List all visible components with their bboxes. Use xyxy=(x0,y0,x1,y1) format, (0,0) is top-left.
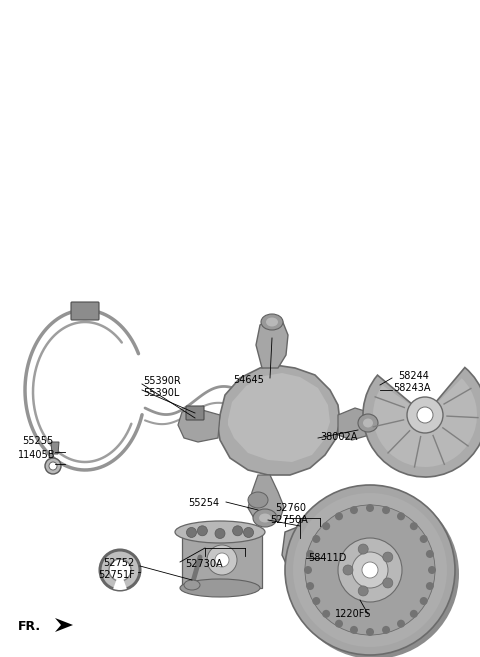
Circle shape xyxy=(366,504,374,512)
Circle shape xyxy=(407,397,443,433)
Text: 55390L: 55390L xyxy=(143,388,180,398)
Circle shape xyxy=(197,526,207,536)
Polygon shape xyxy=(55,618,73,632)
Circle shape xyxy=(343,565,353,575)
Text: 55390R: 55390R xyxy=(143,376,181,386)
Polygon shape xyxy=(248,475,284,524)
Polygon shape xyxy=(178,408,220,442)
Circle shape xyxy=(293,493,447,647)
Polygon shape xyxy=(51,442,59,454)
Text: 1220FS: 1220FS xyxy=(335,609,372,619)
Circle shape xyxy=(109,559,131,581)
Circle shape xyxy=(338,538,402,602)
Circle shape xyxy=(366,628,374,636)
Circle shape xyxy=(207,545,237,575)
Polygon shape xyxy=(228,373,330,462)
Circle shape xyxy=(100,550,140,590)
Circle shape xyxy=(215,528,225,539)
Circle shape xyxy=(352,552,388,588)
Text: FR.: FR. xyxy=(18,620,41,633)
Circle shape xyxy=(49,462,57,470)
Text: 52750A: 52750A xyxy=(270,515,308,525)
Text: 55255: 55255 xyxy=(22,436,53,446)
Circle shape xyxy=(420,535,428,543)
Circle shape xyxy=(322,610,330,618)
Circle shape xyxy=(428,566,436,574)
Circle shape xyxy=(420,597,428,605)
Polygon shape xyxy=(256,318,288,368)
Circle shape xyxy=(350,506,358,514)
Ellipse shape xyxy=(184,580,200,590)
Text: 52752: 52752 xyxy=(103,558,134,568)
Circle shape xyxy=(335,512,343,520)
Circle shape xyxy=(186,528,196,537)
Wedge shape xyxy=(373,378,477,467)
Circle shape xyxy=(383,578,393,588)
Circle shape xyxy=(312,535,320,543)
Circle shape xyxy=(305,505,435,635)
Circle shape xyxy=(289,489,459,657)
Text: 54645: 54645 xyxy=(233,375,264,385)
Text: 52751F: 52751F xyxy=(98,570,135,580)
Circle shape xyxy=(382,506,390,514)
Circle shape xyxy=(335,620,343,627)
Circle shape xyxy=(358,586,368,596)
Ellipse shape xyxy=(363,419,373,428)
Text: 11405B: 11405B xyxy=(18,450,56,460)
Circle shape xyxy=(306,550,314,558)
Ellipse shape xyxy=(175,521,265,543)
Text: 55254: 55254 xyxy=(188,498,219,508)
Text: 58243A: 58243A xyxy=(393,383,431,393)
FancyBboxPatch shape xyxy=(71,302,99,320)
Circle shape xyxy=(410,610,418,618)
Circle shape xyxy=(312,597,320,605)
Circle shape xyxy=(215,553,229,567)
Ellipse shape xyxy=(266,317,278,327)
Polygon shape xyxy=(218,365,340,475)
Ellipse shape xyxy=(259,514,271,522)
Ellipse shape xyxy=(261,314,283,330)
Text: 58244: 58244 xyxy=(398,371,429,381)
Text: 58411D: 58411D xyxy=(308,553,347,563)
Circle shape xyxy=(322,522,330,530)
Circle shape xyxy=(304,566,312,574)
Circle shape xyxy=(417,407,433,423)
Circle shape xyxy=(45,458,61,474)
Circle shape xyxy=(426,582,434,590)
Circle shape xyxy=(426,550,434,558)
Circle shape xyxy=(383,552,393,562)
Ellipse shape xyxy=(180,579,260,597)
Circle shape xyxy=(382,626,390,634)
Circle shape xyxy=(285,485,455,655)
Text: 38002A: 38002A xyxy=(320,432,358,442)
Polygon shape xyxy=(182,532,262,588)
Circle shape xyxy=(358,544,368,554)
Circle shape xyxy=(397,620,405,627)
Polygon shape xyxy=(338,408,372,440)
Ellipse shape xyxy=(248,492,268,508)
Text: 52730A: 52730A xyxy=(185,559,223,569)
Circle shape xyxy=(233,526,242,536)
Wedge shape xyxy=(363,367,480,477)
Circle shape xyxy=(350,626,358,634)
Circle shape xyxy=(410,522,418,530)
Circle shape xyxy=(300,540,320,560)
Circle shape xyxy=(306,582,314,590)
Circle shape xyxy=(362,562,378,578)
Circle shape xyxy=(397,512,405,520)
Polygon shape xyxy=(282,524,348,578)
FancyBboxPatch shape xyxy=(186,406,204,420)
Text: 52760: 52760 xyxy=(275,503,306,513)
Ellipse shape xyxy=(253,509,277,527)
Circle shape xyxy=(243,528,253,537)
Ellipse shape xyxy=(358,414,378,432)
Wedge shape xyxy=(113,570,127,590)
